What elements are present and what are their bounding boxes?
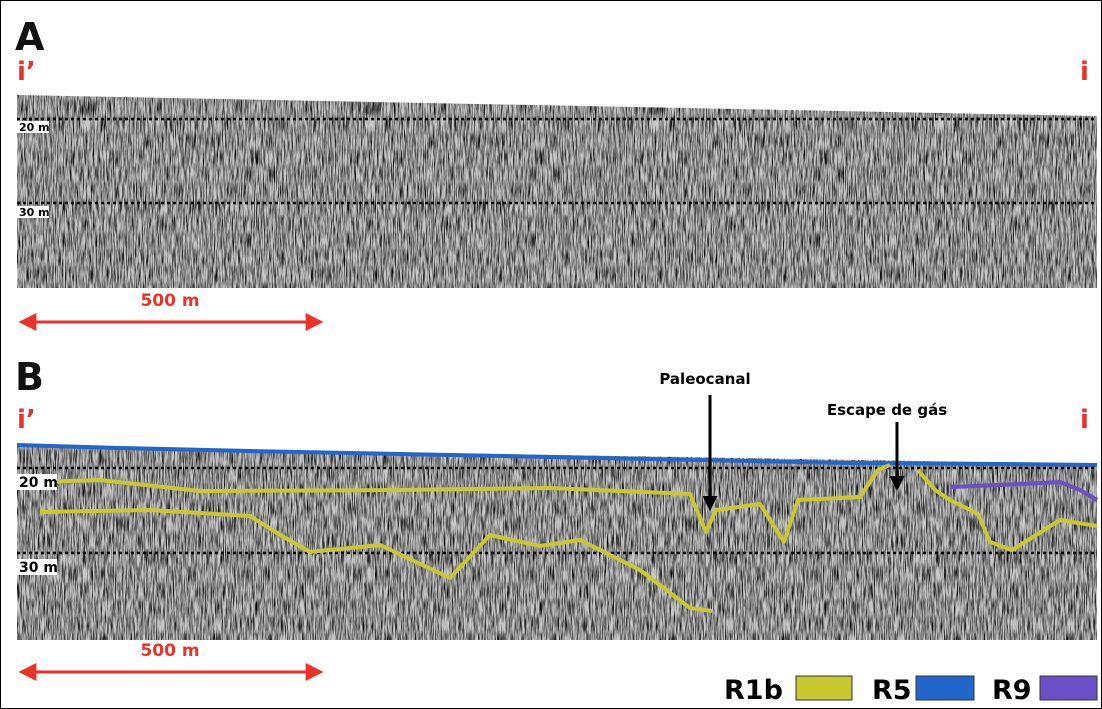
legend-swatch (1040, 676, 1097, 700)
panel-b: 20 m 30 m B i’ i Paleocanal Escape de gá… (15, 355, 1097, 672)
annotation: Escape de gás (827, 401, 947, 419)
panel-label: A (15, 15, 45, 59)
scale-label: 500 m (140, 291, 199, 311)
legend: R1b R5 R9 (724, 675, 1097, 706)
profile-marker: i’ (17, 405, 36, 435)
seismic-image (17, 442, 1097, 640)
depth-label: 30 m (19, 206, 50, 219)
panel-a: 20 m 30 m A i’ i 500 m (15, 15, 1097, 322)
profile-marker: i (1080, 57, 1089, 87)
profile-marker: i (1080, 405, 1089, 435)
depth-label: 30 m (19, 560, 58, 576)
legend-swatch (916, 676, 974, 700)
depth-label: 20 m (19, 475, 58, 491)
legend-label: R1b (724, 675, 783, 706)
legend-label: R9 (992, 675, 1032, 706)
seismic-image (17, 92, 1097, 288)
depth-label: 20 m (19, 121, 50, 134)
profile-marker: i’ (17, 57, 36, 87)
legend-label: R5 (872, 675, 912, 706)
annotation: Paleocanal (659, 370, 750, 388)
legend-swatch (796, 676, 852, 700)
scale-label: 500 m (140, 641, 199, 661)
panel-label: B (15, 355, 44, 399)
figure: 20 m 30 m A i’ i 500 m 20 m 30 m B i’ i … (0, 0, 1102, 709)
